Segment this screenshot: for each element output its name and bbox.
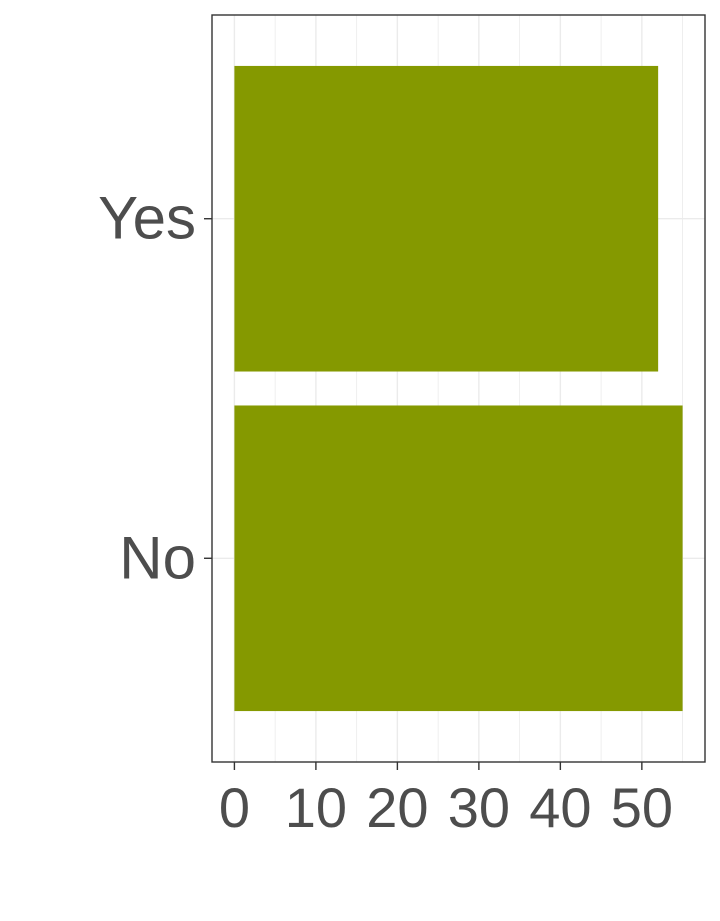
bar-no <box>234 405 683 712</box>
x-tick-label: 0 <box>219 776 250 839</box>
x-tick-label: 20 <box>366 776 428 839</box>
bar-yes <box>234 65 659 372</box>
axis-layer: 0 10 20 30 40 50 No Yes <box>98 185 673 839</box>
panel-border <box>211 14 706 763</box>
bars-layer <box>234 65 683 712</box>
x-tick-label: 30 <box>448 776 510 839</box>
x-tick-label: 10 <box>285 776 347 839</box>
x-tick-label: 50 <box>611 776 673 839</box>
x-tick-label: 40 <box>529 776 591 839</box>
y-tick-label-yes: Yes <box>98 185 196 252</box>
y-tick-label-no: No <box>119 524 196 591</box>
